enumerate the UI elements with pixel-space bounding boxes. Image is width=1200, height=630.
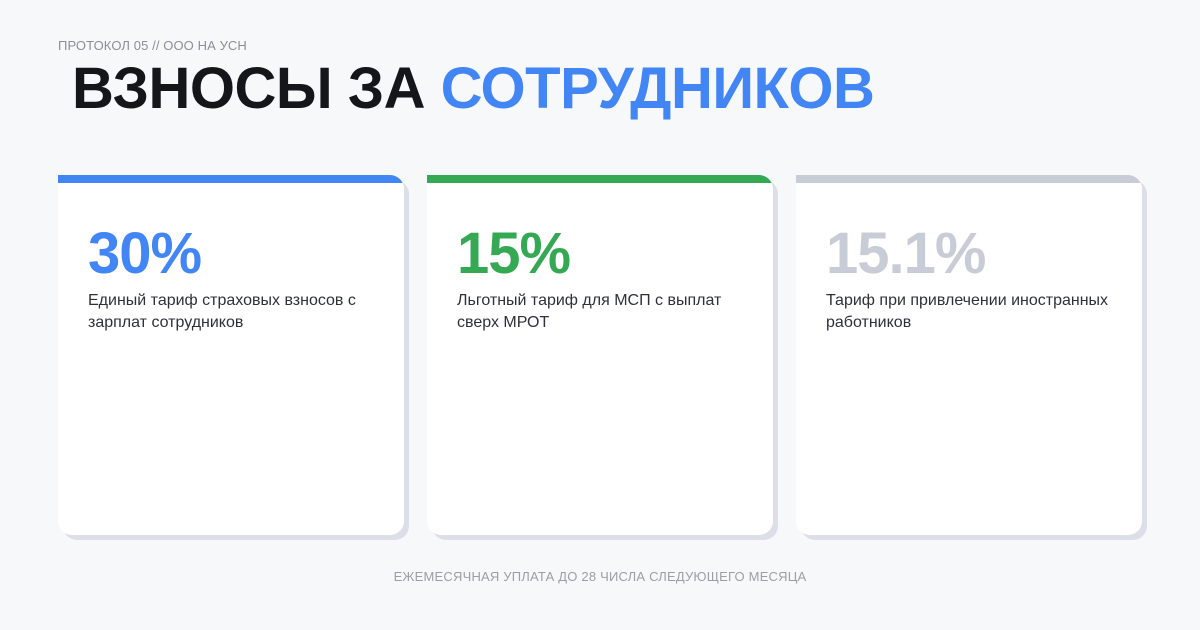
card-accent-bar [796,175,1142,183]
rate-description: Льготный тариф для МСП с выплат сверх МР… [457,292,722,331]
card-body: 30% Единый тариф страховых взносов с зар… [58,175,404,535]
rate-value: 15% [457,221,571,286]
title-dark-part: ВЗНОСЫ ЗА [72,56,425,121]
card-accent-bar [58,175,404,183]
rate-card-sme: 15% Льготный тариф для МСП с выплат свер… [427,175,778,540]
rate-value: 30% [88,221,202,286]
title-accent-part: СОТРУДНИКОВ [440,56,875,121]
card-body: 15% Льготный тариф для МСП с выплат свер… [427,175,773,535]
card-accent-bar [427,175,773,183]
rate-card-foreign: 15.1% Тариф при привлечении иностранных … [796,175,1147,540]
rate-value: 15.1% [826,221,986,286]
page-title: ВЗНОСЫ ЗА СОТРУДНИКОВ [72,54,875,124]
rate-card-standard: 30% Единый тариф страховых взносов с зар… [58,175,409,540]
rate-description: Тариф при привлечении иностранных работн… [826,292,1109,331]
eyebrow-label: ПРОТОКОЛ 05 // ООО НА УСН [58,38,247,53]
rate-description: Единый тариф страховых взносов с зарплат… [88,292,356,331]
footer-note: ЕЖЕМЕСЯЧНАЯ УПЛАТА ДО 28 ЧИСЛА СЛЕДУЮЩЕГ… [393,569,807,584]
card-body: 15.1% Тариф при привлечении иностранных … [796,175,1142,535]
